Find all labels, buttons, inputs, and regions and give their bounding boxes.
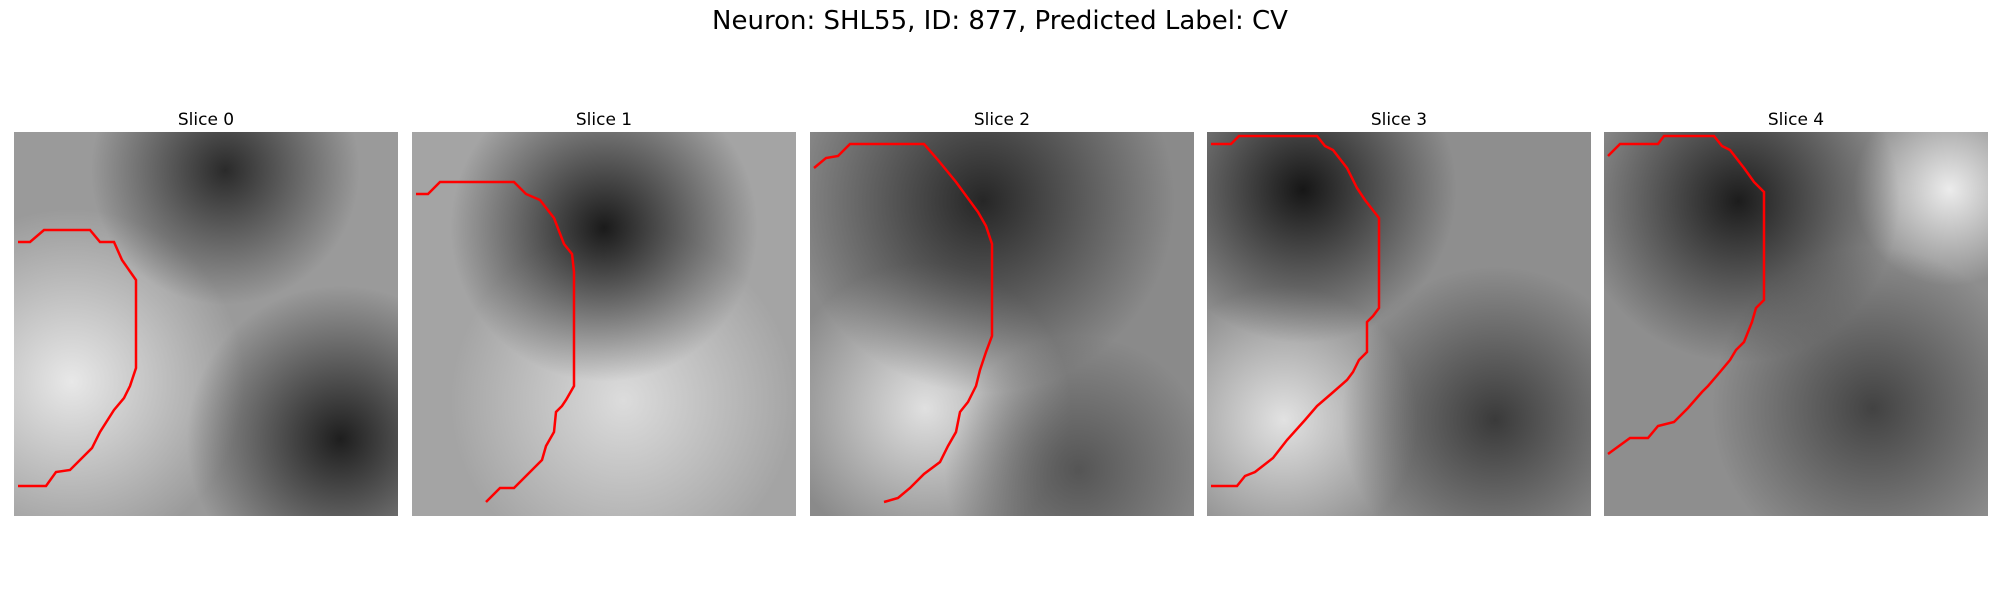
slice-image-4 — [1604, 132, 1988, 516]
slice-title-1: Slice 1 — [575, 110, 633, 130]
slice-panel-4: Slice 4 — [1604, 108, 1988, 516]
dark-region — [1207, 132, 1591, 516]
dark-region — [412, 132, 796, 516]
slice-title-3: Slice 3 — [1370, 110, 1428, 130]
dark-region — [14, 132, 398, 516]
slice-image-0 — [14, 132, 398, 516]
contour-line-0 — [18, 228, 138, 488]
slice-panel-1: Slice 1 — [412, 108, 796, 516]
slice-title-0: Slice 0 — [177, 110, 235, 130]
slice-panel-0: Slice 0 — [14, 108, 398, 516]
dark-region — [1604, 132, 1988, 516]
contour-line-3 — [1211, 134, 1381, 488]
slice-panel-2: Slice 2 — [810, 108, 1194, 516]
dark-region — [810, 132, 1194, 516]
contour-line-2 — [813, 142, 994, 504]
slice-title-2: Slice 2 — [973, 110, 1031, 130]
slice-image-3 — [1207, 132, 1591, 516]
slice-panel-3: Slice 3 — [1207, 108, 1591, 516]
slice-image-2 — [810, 132, 1194, 516]
contour-line-1 — [416, 180, 576, 503]
slice-image-1 — [412, 132, 796, 516]
contour-line-4 — [1607, 134, 1766, 456]
slice-title-4: Slice 4 — [1767, 110, 1825, 130]
figure-title: Neuron: SHL55, ID: 877, Predicted Label:… — [712, 6, 1288, 36]
